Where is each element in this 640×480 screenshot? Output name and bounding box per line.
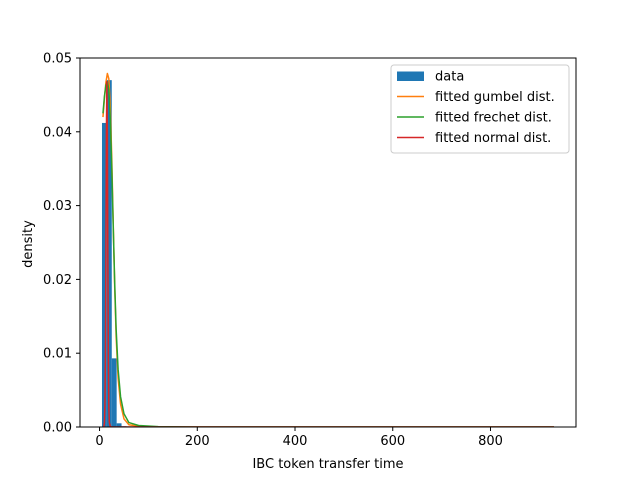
histogram-bar (116, 423, 122, 427)
legend-label: fitted gumbel dist. (435, 90, 555, 105)
y-axis-label: density (21, 220, 36, 268)
histogram-bar (101, 122, 107, 427)
y-tick-label: 0.03 (43, 199, 72, 214)
histogram-bar (111, 358, 117, 427)
legend-patch-data (397, 71, 424, 81)
series-line-3 (102, 80, 555, 427)
legend: data fitted gumbel dist. fitted frechet di… (390, 64, 570, 154)
x-tick-label: 0 (95, 434, 103, 449)
x-tick-label: 600 (380, 434, 405, 449)
x-tick-label: 800 (478, 434, 503, 449)
legend-box (390, 64, 570, 154)
legend-label: fitted normal dist. (435, 131, 551, 146)
axes-frame (79, 57, 577, 428)
histogram-bar (106, 80, 112, 427)
x-tick-label: 400 (283, 434, 308, 449)
y-tick-label: 0.00 (43, 421, 72, 436)
y-tick-label: 0.04 (43, 125, 72, 140)
axes: 0 200 400 600 800 0.00 0.01 0.02 0.03 0.04 0.05 (43, 52, 577, 449)
x-tick-label: 200 (185, 434, 210, 449)
legend-label: fitted frechet dist. (435, 111, 552, 126)
legend-label: data (435, 70, 464, 85)
y-tick-label: 0.05 (43, 52, 72, 67)
y-tick-label: 0.01 (43, 347, 72, 362)
y-tick-label: 0.02 (43, 273, 72, 288)
x-axis-label: IBC token transfer time (252, 457, 403, 472)
